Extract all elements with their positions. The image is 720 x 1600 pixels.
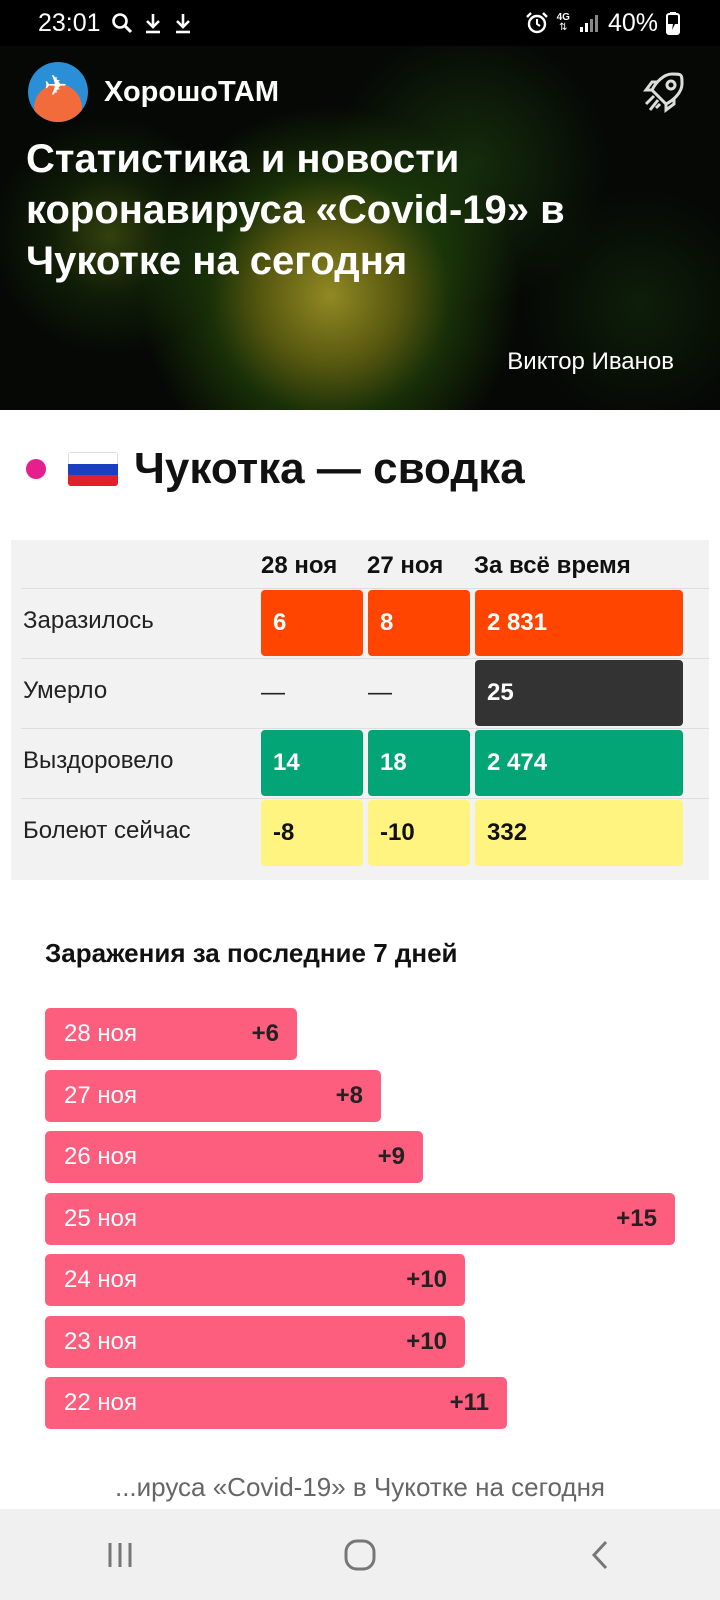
bar-value-label: +15: [616, 1204, 657, 1232]
chart-bar: 24 ноя +10: [45, 1254, 465, 1306]
search-icon: [111, 12, 133, 34]
signal-icon: [578, 12, 600, 34]
logo-globe-icon: [34, 84, 82, 122]
network-type: 4G: [556, 12, 570, 23]
row-divider: [21, 728, 709, 729]
chart-bar: 22 ноя +11: [45, 1377, 507, 1429]
deaths-day1: —: [261, 679, 285, 706]
download-icon: [173, 12, 193, 34]
status-right: 4G ⇅ 40%: [525, 9, 680, 38]
column-header: 27 ноя: [367, 552, 444, 579]
back-icon[interactable]: [570, 1525, 630, 1585]
bar-date-label: 23 ноя: [64, 1327, 137, 1355]
active-day1: -8: [261, 800, 363, 866]
data-arrows-icon: ⇅: [559, 22, 568, 33]
site-brand[interactable]: ✈ ХорошоТАМ: [28, 62, 279, 122]
chart-bar: 28 ноя +6: [45, 1008, 297, 1060]
recovered-total: 2 474: [475, 730, 683, 796]
bottom-caption[interactable]: ...ируса «Covid-19» в Чукотке на сегодня: [114, 1472, 606, 1502]
bar-date-label: 26 ноя: [64, 1143, 137, 1170]
active-total: 332: [475, 800, 683, 866]
bar-date-label: 27 ноя: [64, 1081, 137, 1109]
live-dot-icon: [26, 459, 46, 479]
bar-date-label: 25 ноя: [64, 1204, 137, 1232]
bar-date-label: 28 ноя: [64, 1020, 137, 1047]
status-left: 23:01: [38, 9, 193, 38]
bar-value-label: +10: [406, 1266, 447, 1293]
download-icon: [143, 12, 163, 34]
summary-table: 28 ноя 27 ноя За всё время Заразилось 6 …: [11, 540, 709, 880]
row-label-deaths: Умерло: [23, 677, 108, 704]
rocket-icon[interactable]: [642, 70, 686, 114]
summary-title: Чукотка — сводка: [134, 444, 525, 493]
column-header: За всё время: [474, 552, 631, 579]
chart-title: Заражения за последние 7 дней: [45, 938, 458, 968]
summary-heading: Чукотка — сводка: [26, 444, 525, 494]
site-name[interactable]: ХорошоТАМ: [104, 75, 279, 108]
row-divider: [21, 658, 709, 659]
active-day2: -10: [368, 800, 470, 866]
article-author: Виктор Иванов: [507, 348, 674, 375]
bar-value-label: +11: [449, 1389, 489, 1416]
battery-charging-icon: [666, 11, 680, 35]
infections-bar-chart: 28 ноя +6 27 ноя +8 26 ноя +9 25 ноя +15 24 ноя +…: [45, 1008, 675, 1438]
row-divider: [21, 798, 709, 799]
navigation-bar: [0, 1509, 720, 1600]
recovered-day1: 14: [261, 730, 363, 796]
infected-day1: 6: [261, 590, 363, 656]
article-title: Статистика и новости коронавируса «Covid…: [26, 137, 565, 283]
recovered-day2: 18: [368, 730, 470, 796]
home-icon[interactable]: [330, 1525, 390, 1585]
deaths-day2: —: [368, 679, 392, 706]
bar-value-label: +9: [377, 1143, 405, 1170]
airplane-icon: ✈: [44, 70, 68, 101]
recent-apps-icon[interactable]: [90, 1525, 150, 1585]
chart-bar: 23 ноя +10: [45, 1315, 465, 1368]
chart-bar: 25 ноя +15: [45, 1192, 675, 1245]
row-label-infected: Заразилось: [23, 607, 154, 634]
alarm-icon: [525, 11, 549, 35]
bar-value-label: +6: [251, 1020, 279, 1047]
status-bar: 23:01 4G ⇅ 40%: [0, 0, 720, 46]
bar-value-label: +8: [335, 1081, 363, 1109]
row-label-active: Болеют сейчас: [23, 817, 191, 844]
status-time: 23:01: [38, 8, 101, 37]
deaths-total: 25: [475, 660, 683, 726]
infected-total: 2 831: [475, 590, 683, 656]
chart-bar: 27 ноя +8: [45, 1069, 381, 1122]
row-label-recovered: Выздоровело: [23, 747, 174, 774]
battery-percent: 40%: [607, 8, 658, 37]
infected-day2: 8: [368, 590, 470, 656]
site-logo[interactable]: ✈: [28, 62, 88, 122]
column-header: 28 ноя: [261, 552, 338, 579]
russia-flag-icon: [68, 452, 118, 486]
chart-bar: 26 ноя +9: [45, 1131, 423, 1183]
bar-date-label: 22 ноя: [64, 1389, 137, 1416]
4g-icon: 4G ⇅: [557, 13, 570, 33]
bar-value-label: +10: [406, 1327, 447, 1355]
bar-date-label: 24 ноя: [64, 1266, 137, 1293]
article-header: ✈ ХорошоТАМ Статистика и новости коронав…: [0, 46, 720, 410]
row-divider: [21, 588, 709, 589]
